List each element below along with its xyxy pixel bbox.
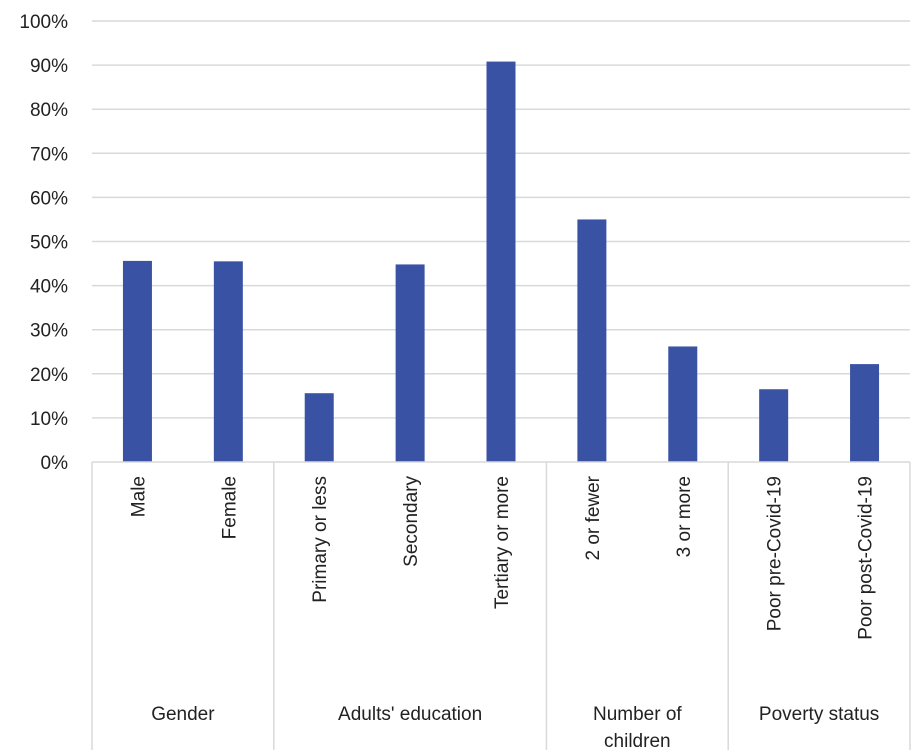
bar — [850, 364, 880, 462]
y-tick-label: 70% — [30, 144, 68, 165]
x-tick-label: Primary or less — [310, 476, 331, 603]
y-tick-label: 50% — [30, 233, 68, 254]
x-tick-label: Male — [128, 476, 149, 517]
bar — [486, 61, 516, 463]
y-tick-label: 20% — [30, 365, 68, 386]
bar — [759, 389, 789, 462]
bar — [304, 393, 334, 462]
bar — [395, 264, 425, 462]
bars — [122, 61, 880, 463]
x-tick-label: Poor post-Covid-19 — [856, 476, 877, 640]
y-tick-label: 100% — [19, 12, 68, 33]
y-tick-label: 30% — [30, 321, 68, 342]
y-tick-label: 60% — [30, 188, 68, 209]
bar — [668, 346, 698, 462]
y-tick-label: 80% — [30, 100, 68, 121]
x-tick-label: Female — [219, 476, 240, 539]
group-label: Poverty status — [759, 704, 879, 725]
bar — [213, 261, 243, 462]
x-tick-label: 3 or more — [674, 476, 695, 557]
group-label: Gender — [151, 704, 215, 725]
group-label: Number of — [593, 704, 682, 725]
x-tick-label: 2 or fewer — [583, 475, 604, 560]
y-tick-label: 10% — [30, 409, 68, 430]
y-tick-label: 0% — [41, 453, 69, 474]
y-tick-label: 40% — [30, 277, 68, 298]
y-tick-label: 90% — [30, 56, 68, 77]
x-axis: Male Female Primary or less Secondary Tertia… — [91, 461, 911, 751]
x-tick-label: Secondary — [401, 476, 422, 567]
group-label: Adults' education — [338, 704, 482, 725]
y-axis: 0% 10% 20% 30% 40% 50% 60% 70% 80% 90% 100% — [19, 12, 68, 474]
x-tick-label: Poor pre-Covid-19 — [765, 476, 786, 631]
bar — [122, 260, 152, 462]
x-tick-label: Tertiary or more — [492, 476, 513, 609]
bar — [577, 219, 607, 462]
group-label: children — [604, 731, 671, 751]
